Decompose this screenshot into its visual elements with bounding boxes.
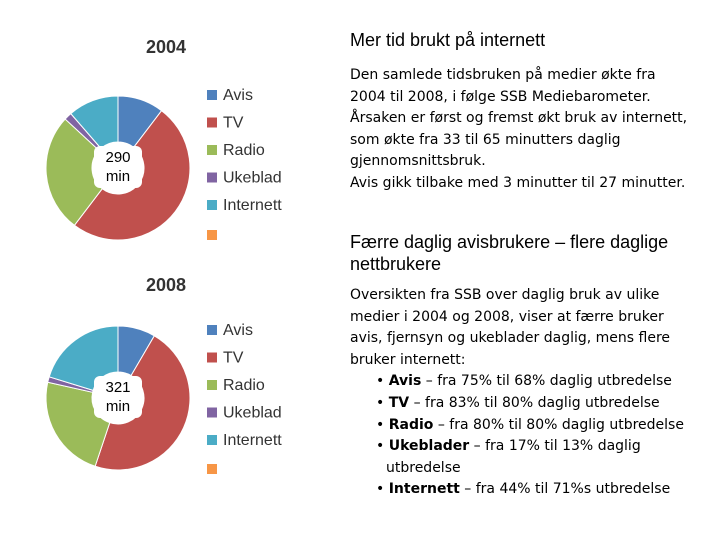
legend-label: Internett — [223, 197, 282, 214]
legend-swatch — [207, 464, 217, 474]
bullet-text: – fra 83% til 80% daglig utbredelse — [413, 394, 660, 411]
legend-swatch — [207, 172, 217, 183]
bullet: • Radio – fra 80% til 80% daglig utbrede… — [376, 416, 684, 433]
bullet-label: Avis — [388, 373, 422, 390]
bullet-label: TV — [388, 394, 410, 411]
legend-swatch — [207, 200, 217, 210]
legend-label: TV — [223, 115, 244, 132]
text: Oversikten fra SSB over daglig bruk av u… — [350, 287, 671, 368]
text: Den samlede tidsbruken på medier økte fr… — [350, 67, 688, 170]
legend-swatch — [207, 407, 217, 418]
legend-label: Avis — [223, 322, 253, 339]
legend-label: Ukeblad — [223, 170, 282, 187]
bullet-text: – fra 75% til 68% daglig utbredelse — [425, 373, 672, 390]
pie-slice — [94, 335, 191, 471]
legend-label: Radio — [223, 142, 265, 159]
legend-swatch — [207, 90, 217, 100]
chart-title: 2008 — [146, 275, 186, 295]
legend-swatch — [207, 435, 217, 445]
legend-label: TV — [223, 350, 244, 367]
legend-swatch — [207, 325, 217, 335]
legend-label: Radio — [223, 377, 265, 394]
pie-slice — [73, 109, 191, 241]
text: Avis gikk tilbake med 3 minutter til 27 … — [350, 174, 686, 191]
center-label: 321 min — [94, 376, 142, 418]
chart-title: 2004 — [146, 37, 186, 57]
heading: Mer tid brukt på internett — [350, 30, 546, 50]
bullet-text: – fra 17% til 13% daglig utbredelse — [386, 438, 641, 476]
paragraph: Den samlede tidsbruken på medier økte fr… — [350, 65, 690, 195]
legend-swatch — [207, 117, 217, 128]
bullet: • TV – fra 83% til 80% daglig utbredelse — [376, 394, 660, 411]
bullet: • Avis – fra 75% til 68% daglig utbredel… — [376, 373, 672, 390]
legend-label: Ukeblad — [223, 405, 282, 422]
bullet-label: Radio — [388, 416, 434, 433]
legend-label: Internett — [223, 432, 282, 449]
pie-slice — [45, 118, 103, 227]
legend-label: Avis — [223, 87, 253, 104]
bullet-label: Ukeblader — [388, 438, 470, 455]
bullet: • Ukeblader – fra 17% til 13% daglig utb… — [376, 438, 641, 476]
charts: 2004 Avis TV Radio Ukeblad Internett 2008 Avis T… — [45, 37, 282, 474]
legend-swatch — [207, 352, 217, 363]
paragraph: Oversikten fra SSB over daglig bruk av u… — [350, 285, 690, 501]
center-label: 290 min — [94, 146, 142, 188]
legend-swatch — [207, 145, 217, 155]
legend-swatch — [207, 380, 217, 390]
bullet-label: Internett — [388, 481, 460, 498]
heading: Færre daglig avisbrukere – flere daglige… — [350, 232, 669, 274]
pie-slice — [70, 95, 119, 150]
bullet-text: – fra 44% til 71%s utbredelse — [464, 481, 671, 498]
bullet: • Internett – fra 44% til 71%s utbredels… — [376, 481, 671, 498]
bullet-text: – fra 80% til 80% daglig utbredelse — [437, 416, 684, 433]
legend-swatch — [207, 230, 217, 240]
